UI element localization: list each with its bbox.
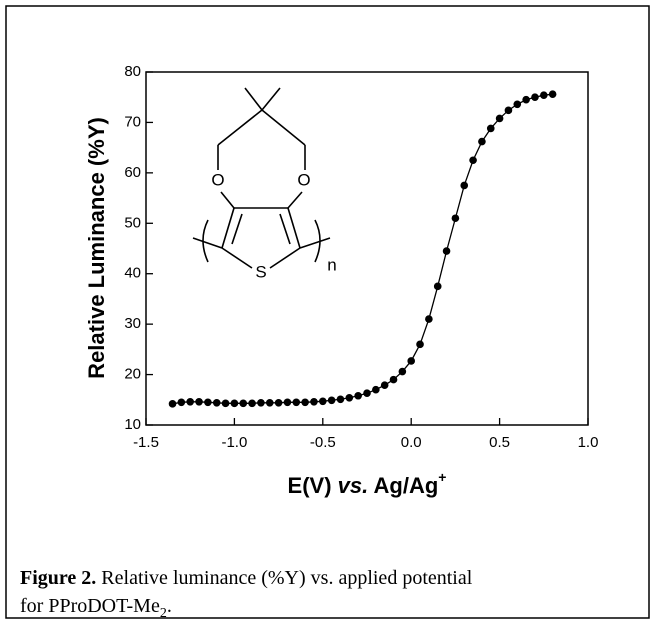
atom-label: O bbox=[297, 170, 310, 189]
x-tick-label: -1.5 bbox=[133, 434, 159, 451]
data-point bbox=[478, 137, 486, 146]
data-point bbox=[460, 181, 469, 190]
data-point bbox=[531, 93, 539, 102]
y-tick-label: 40 bbox=[124, 265, 141, 282]
data-point bbox=[540, 91, 548, 99]
x-tick-label: -0.5 bbox=[310, 434, 336, 451]
data-point bbox=[522, 95, 530, 104]
data-point bbox=[548, 90, 557, 98]
data-point bbox=[310, 398, 318, 406]
data-point bbox=[372, 385, 380, 394]
data-point bbox=[425, 315, 433, 323]
data-point bbox=[363, 389, 371, 398]
y-tick-label: 30 bbox=[124, 315, 141, 332]
y-tick-label: 60 bbox=[124, 164, 141, 181]
structure: O O S n bbox=[192, 87, 337, 281]
data-point bbox=[469, 156, 477, 165]
data-point bbox=[504, 106, 513, 115]
data-point bbox=[327, 396, 336, 405]
data-point bbox=[354, 391, 362, 400]
data-point bbox=[486, 124, 495, 133]
data-point bbox=[301, 398, 309, 407]
caption-text-end: for PProDOT-Me bbox=[20, 595, 160, 617]
x-label-italic: vs. bbox=[338, 473, 369, 498]
y-tick-label: 50 bbox=[124, 214, 141, 231]
y-tick-label: 70 bbox=[124, 113, 141, 130]
data-point bbox=[221, 399, 230, 408]
data-point bbox=[274, 399, 283, 407]
data-point bbox=[230, 399, 239, 408]
data-point bbox=[186, 398, 194, 406]
data-point bbox=[513, 100, 522, 109]
x-axis-label: E(V) vs. Ag/Ag+ bbox=[288, 469, 447, 498]
data-point bbox=[212, 399, 221, 407]
data-point bbox=[204, 398, 212, 407]
x-tick-label: 0.0 bbox=[401, 434, 422, 451]
caption-end: . bbox=[167, 595, 172, 617]
x-tick-label: -1.0 bbox=[221, 434, 247, 451]
y-tick-label: 80 bbox=[124, 63, 141, 80]
atom-label: S bbox=[255, 262, 266, 281]
data-point bbox=[416, 340, 424, 349]
data-point bbox=[451, 214, 460, 223]
x-label-main: E(V) bbox=[288, 473, 332, 498]
data-point bbox=[495, 114, 504, 123]
data-point bbox=[195, 398, 203, 406]
data-point bbox=[265, 399, 274, 407]
repeat-subscript: n bbox=[327, 255, 336, 274]
x-label-sup: + bbox=[438, 469, 446, 485]
data-point bbox=[283, 398, 292, 407]
y-axis-label: Relative Luminance (%Y) bbox=[84, 117, 109, 379]
data-point bbox=[239, 399, 248, 408]
data-point bbox=[257, 399, 265, 407]
caption-subscript: 2 bbox=[160, 606, 167, 621]
data-point bbox=[389, 375, 398, 384]
caption-label: Figure 2. bbox=[20, 567, 96, 589]
caption-text: Relative luminance (%Y) vs. applied pote… bbox=[101, 567, 472, 589]
data-point bbox=[407, 357, 416, 365]
data-point bbox=[319, 397, 327, 406]
data-point bbox=[292, 398, 301, 407]
data-point bbox=[168, 400, 177, 408]
y-tick-label: 20 bbox=[124, 366, 141, 383]
data-point bbox=[433, 282, 442, 291]
x-label-tail: Ag/Ag bbox=[374, 473, 439, 498]
data-point bbox=[336, 395, 345, 404]
caption-line-2: for PProDOT-Me2. bbox=[20, 595, 172, 621]
atom-label: O bbox=[211, 170, 224, 189]
data-point bbox=[380, 381, 389, 389]
data-point bbox=[345, 393, 354, 402]
caption-line-1: Figure 2. Relative luminance (%Y) vs. ap… bbox=[20, 567, 473, 589]
figure-border bbox=[5, 5, 650, 619]
data-point bbox=[177, 398, 186, 407]
x-tick-label: 1.0 bbox=[578, 434, 599, 451]
series-line bbox=[172, 93, 553, 405]
plot-frame bbox=[145, 71, 589, 426]
x-tick-label: 0.5 bbox=[489, 434, 510, 451]
y-tick-label: 10 bbox=[124, 416, 141, 433]
data-point bbox=[442, 247, 451, 255]
data-point bbox=[398, 367, 407, 376]
data-point bbox=[248, 399, 256, 408]
